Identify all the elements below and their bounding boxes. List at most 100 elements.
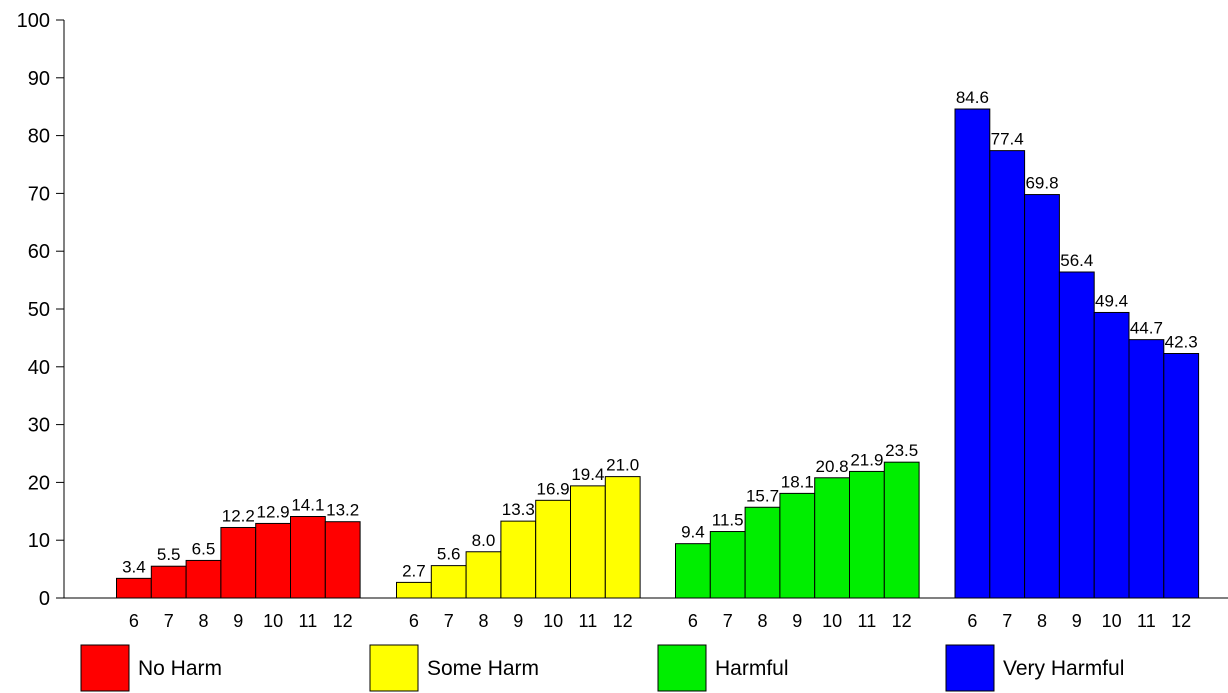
data-label: 84.6 [956, 88, 989, 107]
y-tick-label: 0 [39, 588, 50, 610]
legend: No Harm Some Harm Harmful Very Harmful [80, 644, 1124, 692]
bar [255, 522, 291, 599]
bar-group: 84.6 6 77.4 7 69.8 8 56.4 9 49.4 10 44.7 11 42.3 12 [954, 88, 1200, 631]
legend-swatch [657, 644, 707, 692]
x-tick-label: 8 [478, 611, 488, 631]
x-tick-label: 8 [1037, 611, 1047, 631]
bar [324, 521, 361, 599]
bar [1163, 353, 1200, 599]
data-label: 8.0 [472, 531, 496, 550]
x-tick-label: 12 [1171, 611, 1191, 631]
data-label: 13.2 [326, 501, 359, 520]
legend-item: No Harm [80, 644, 222, 692]
legend-label: Some Harm [427, 657, 539, 680]
x-tick-label: 6 [967, 611, 977, 631]
bar-group: 9.4 6 11.5 7 15.7 8 18.1 9 20.8 10 21.9 11 23.5 12 [675, 441, 920, 631]
bar [185, 559, 222, 599]
bar [396, 581, 432, 599]
x-tick-label: 10 [1102, 611, 1122, 631]
x-tick-label: 8 [757, 611, 767, 631]
data-label: 56.4 [1060, 251, 1093, 270]
y-axis: 0 10 20 30 40 50 60 70 80 90 100 [17, 10, 1228, 610]
plot-area: 3.4 6 5.5 7 6.5 8 12.2 9 12.9 10 14.1 11 13.2 12 2.7 6 5… [116, 88, 1200, 631]
x-tick-label: 10 [263, 611, 283, 631]
x-tick-label: 6 [129, 611, 139, 631]
data-label: 16.9 [537, 479, 570, 498]
bar [849, 470, 885, 599]
bar [779, 492, 816, 599]
legend-item: Harmful [657, 644, 789, 692]
bar [220, 526, 257, 599]
bar [500, 520, 537, 599]
bar [290, 516, 326, 599]
data-label: 21.9 [850, 450, 883, 469]
y-tick-label: 30 [28, 415, 50, 437]
bar [744, 506, 781, 599]
bar-group: 3.4 6 5.5 7 6.5 8 12.2 9 12.9 10 14.1 11 13.2 12 [116, 496, 361, 631]
legend-swatch [80, 644, 130, 692]
x-tick-label: 7 [164, 611, 174, 631]
bar [954, 108, 991, 599]
data-label: 6.5 [192, 539, 216, 558]
y-tick-label: 90 [28, 68, 50, 90]
legend-swatch [369, 644, 419, 692]
x-tick-label: 6 [409, 611, 419, 631]
bar-group: 2.7 6 5.6 7 8.0 8 13.3 9 16.9 10 19.4 11 21.0 12 [396, 456, 641, 631]
data-label: 42.3 [1165, 333, 1198, 352]
data-label: 9.4 [681, 523, 705, 542]
legend-label: Harmful [715, 657, 789, 680]
bar [570, 485, 606, 599]
bar [1093, 311, 1130, 599]
bar [675, 543, 711, 599]
y-tick-label: 60 [28, 241, 50, 263]
data-label: 5.5 [157, 545, 181, 564]
data-label: 13.3 [502, 500, 535, 519]
y-tick-label: 70 [28, 183, 50, 205]
data-label: 14.1 [291, 496, 324, 515]
data-label: 12.9 [257, 502, 290, 521]
data-label: 12.2 [222, 506, 255, 525]
x-tick-label: 7 [1002, 611, 1012, 631]
x-tick-label: 9 [792, 611, 802, 631]
data-label: 49.4 [1095, 291, 1128, 310]
x-tick-label: 9 [1072, 611, 1082, 631]
legend-label: Very Harmful [1003, 657, 1124, 680]
bar [1024, 194, 1060, 599]
x-tick-label: 10 [822, 611, 842, 631]
x-tick-label: 12 [892, 611, 912, 631]
data-label: 18.1 [781, 472, 814, 491]
bar [883, 461, 920, 599]
bar [430, 565, 467, 599]
x-tick-label: 9 [513, 611, 523, 631]
data-label: 3.4 [122, 557, 146, 576]
y-tick-label: 80 [28, 126, 50, 148]
bar [814, 477, 851, 599]
x-tick-label: 11 [1137, 611, 1156, 631]
x-tick-label: 7 [444, 611, 454, 631]
x-tick-label: 8 [198, 611, 208, 631]
x-tick-label: 11 [579, 611, 598, 631]
data-label: 15.7 [746, 486, 779, 505]
x-tick-label: 12 [613, 611, 633, 631]
bar [535, 499, 572, 599]
legend-item: Some Harm [369, 644, 539, 692]
x-tick-label: 11 [858, 611, 877, 631]
data-label: 20.8 [816, 457, 849, 476]
bar [116, 577, 152, 599]
data-label: 23.5 [885, 441, 918, 460]
data-label: 19.4 [571, 465, 604, 484]
bar [989, 150, 1026, 599]
bar [1128, 339, 1165, 599]
x-tick-label: 9 [233, 611, 243, 631]
x-tick-label: 10 [543, 611, 563, 631]
data-label: 44.7 [1130, 319, 1163, 338]
bar [604, 476, 641, 599]
data-label: 5.6 [437, 545, 461, 564]
y-tick-label: 50 [28, 299, 50, 321]
bar [709, 531, 746, 599]
x-tick-label: 7 [723, 611, 733, 631]
data-label: 11.5 [712, 511, 744, 530]
y-tick-label: 100 [17, 10, 50, 32]
data-label: 77.4 [991, 130, 1024, 149]
